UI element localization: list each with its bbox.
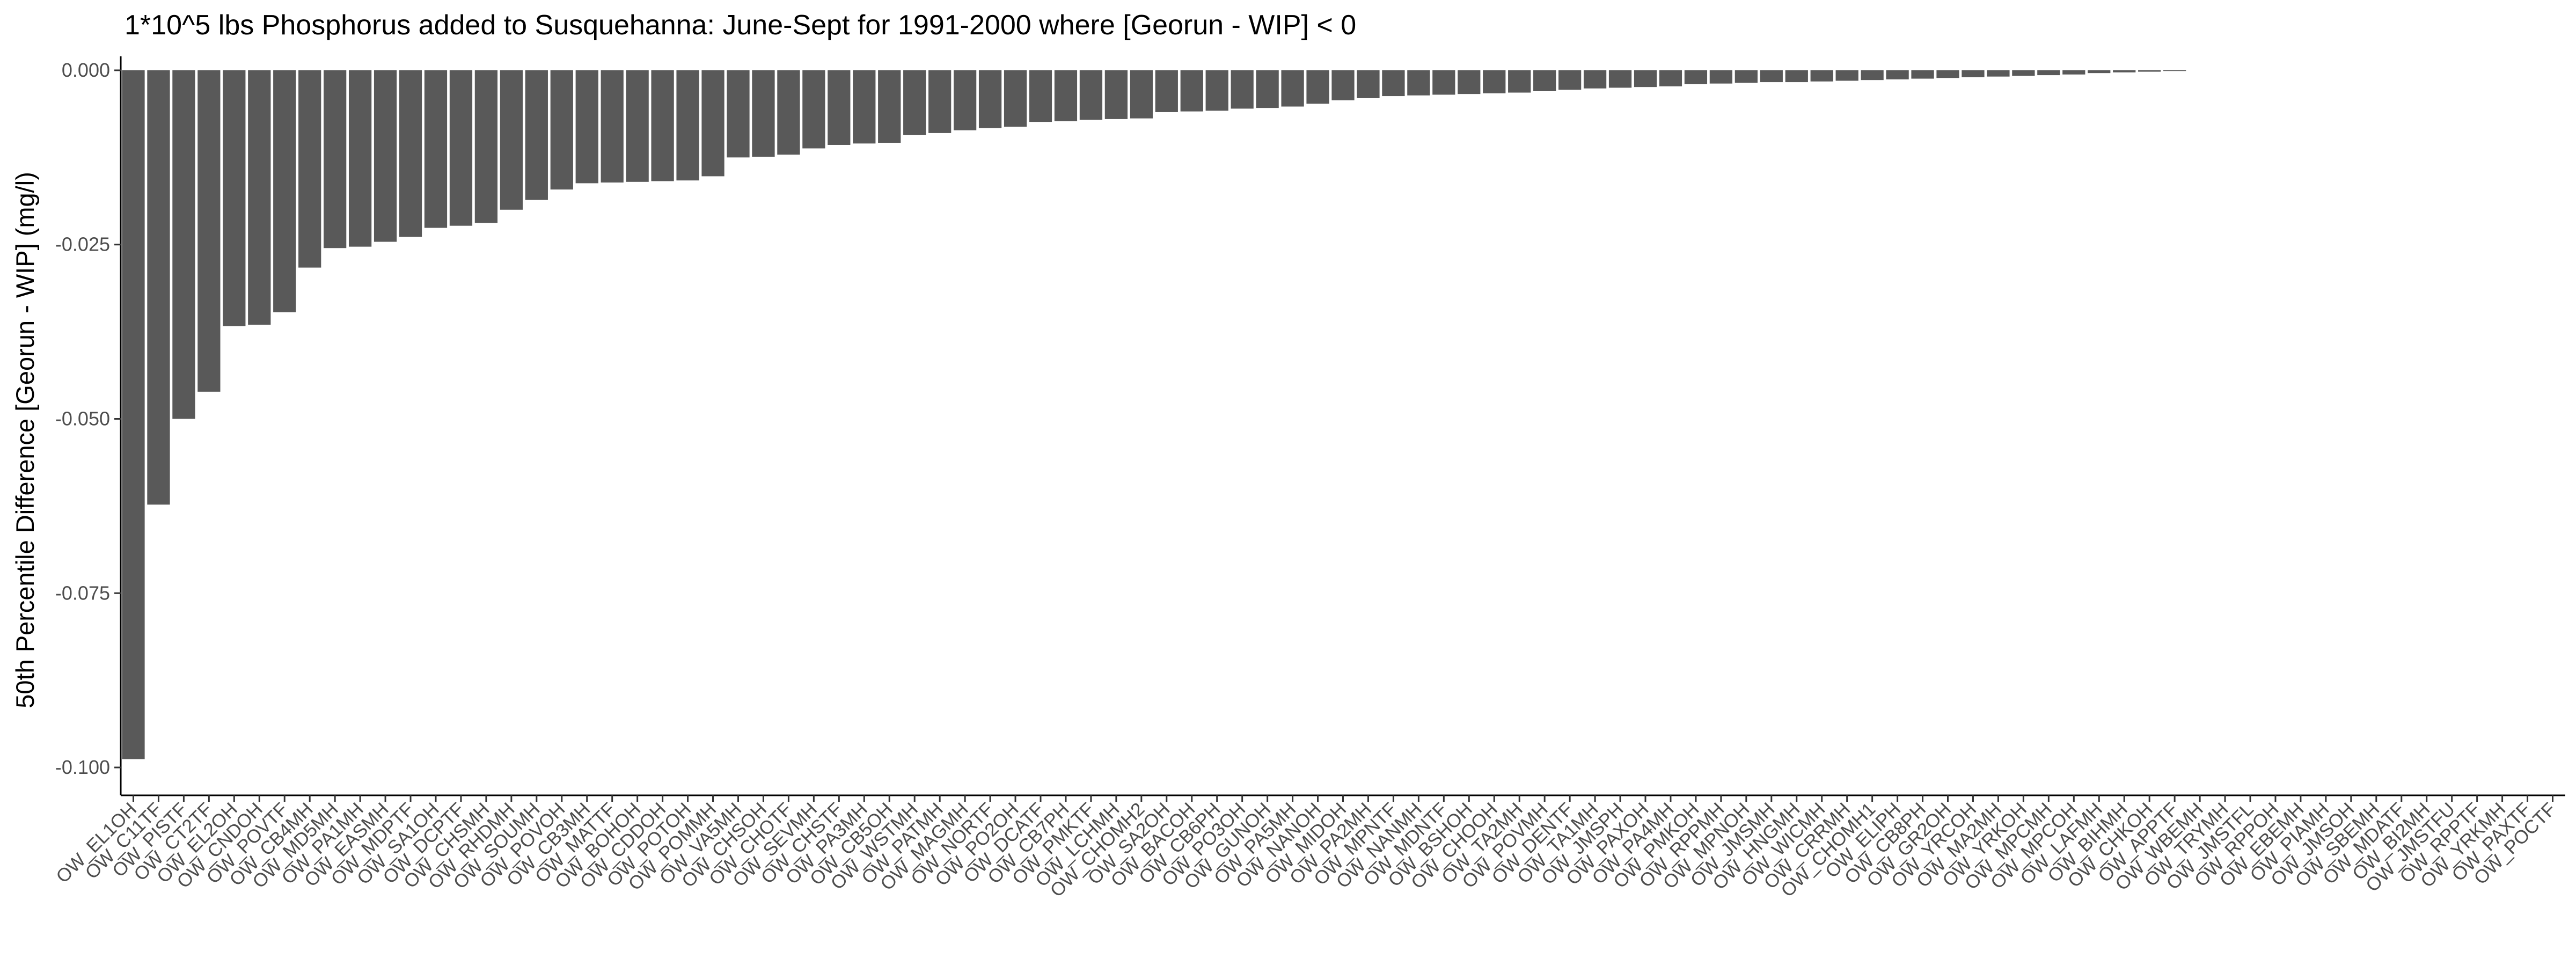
bar-ow-pistf xyxy=(172,70,195,419)
bar-ow-chomh1 xyxy=(1861,70,1884,80)
bar-ow-chooh xyxy=(1483,70,1506,93)
bar-ow-chomh2 xyxy=(1130,70,1153,119)
y-axis-title-group: 50th Percentile Difference [Georun - WIP… xyxy=(11,172,39,708)
bar-ow-sa2oh xyxy=(1155,70,1178,112)
bar-ow-eliph xyxy=(1886,70,1909,79)
bar-ow-gunoh xyxy=(1256,70,1279,108)
bar-ow-nanmh xyxy=(1407,70,1430,96)
bar-ow-pa3mh xyxy=(853,70,876,144)
bar-ow-gr2oh xyxy=(1936,70,1959,78)
bar-ow-dcatf xyxy=(1029,70,1052,122)
bar-ow-md5mh xyxy=(324,70,347,248)
bar-ow-pa1mh xyxy=(348,70,372,247)
bar-ow-el2oh xyxy=(223,70,246,326)
bar-ow-cb5oh xyxy=(878,70,901,143)
bar-ow-mpcoh xyxy=(2062,70,2085,75)
bar-ow-ma2mh xyxy=(1987,70,2010,77)
bar-ow-crrmh xyxy=(1835,70,1858,81)
y-tick-label: -0.050 xyxy=(55,408,110,430)
bar-ow-yrkoh xyxy=(2012,70,2035,76)
bar-ow-yrcoh xyxy=(1962,70,1985,77)
bar-ow-paxoh xyxy=(1634,70,1657,87)
y-tick-label: -0.075 xyxy=(55,582,110,604)
bar-ow-potoh xyxy=(676,70,699,181)
bar-ow-lchmh xyxy=(1104,70,1128,119)
bar-ow-patmh xyxy=(928,70,952,133)
bar-ow-el1oh xyxy=(122,70,145,759)
bar-ow-po2oh xyxy=(1004,70,1027,127)
bar-ow-dentf xyxy=(1558,70,1582,90)
bar-ow-po3oh xyxy=(1231,70,1254,109)
bar-ow-chstf xyxy=(828,70,851,145)
y-axis-title: 50th Percentile Difference [Georun - WIP… xyxy=(11,172,39,708)
bar-ow-va5mh xyxy=(727,70,750,158)
bar-ow-hngmh xyxy=(1785,70,1808,83)
bar-ow-ct2tf xyxy=(197,70,221,392)
bar-ow-chkoh xyxy=(2138,70,2161,72)
bar-ow-jmsph xyxy=(1608,70,1632,88)
bar-ow-cb7ph xyxy=(1054,70,1078,121)
bar-ow-pmkoh xyxy=(1684,70,1708,84)
bar-ow-midoh xyxy=(1331,70,1355,100)
bar-ow-mpcmh xyxy=(2037,70,2060,76)
bar-ow-mpnoh xyxy=(1735,70,1758,83)
bars-group xyxy=(122,70,2186,759)
bar-ow-ta2mh xyxy=(1508,70,1531,93)
bar-ow-c11tf xyxy=(147,70,170,505)
bar-ow-mdntf xyxy=(1432,70,1455,95)
bar-ow-lafmh xyxy=(2088,70,2111,74)
bar-ow-mdptf xyxy=(399,70,422,237)
bar-ow-pa4mh xyxy=(1659,70,1682,86)
bar-ow-bshoh xyxy=(1458,70,1481,94)
bar-ow-cddoh xyxy=(651,70,674,181)
x-axis: OW_EL1OHOW_C11TFOW_PISTFOW_CT2TFOW_EL2OH… xyxy=(52,794,2565,901)
bar-ow-rhdmh xyxy=(500,70,523,210)
bar-ow-povoh xyxy=(550,70,573,190)
bar-ow-bihmh xyxy=(2113,70,2136,72)
bar-ow-pmktf xyxy=(1079,70,1103,120)
bar-ow-cb4mh xyxy=(298,70,321,268)
chart-title: 1*10^5 lbs Phosphorus added to Susquehan… xyxy=(125,10,1356,41)
bar-ow-povtf xyxy=(273,70,296,312)
bar-ow-magmh xyxy=(953,70,977,130)
bar-ow-mattf xyxy=(601,70,624,183)
bar-ow-soumh xyxy=(525,70,548,200)
bar-ow-bohoh xyxy=(626,70,649,182)
bar-ow-easmh xyxy=(374,70,397,242)
bar-ow-nanoh xyxy=(1306,70,1329,104)
bar-ow-rppmh xyxy=(1709,70,1733,84)
y-tick-label: 0.000 xyxy=(62,59,110,81)
bar-ow-apptf xyxy=(2163,70,2186,71)
bar-ow-bacoh xyxy=(1180,70,1203,112)
bar-ow-ta1mh xyxy=(1583,70,1607,89)
bar-ow-wicmh xyxy=(1810,70,1833,82)
y-tick-label: -0.025 xyxy=(55,233,110,255)
bar-ow-wstmh xyxy=(903,70,926,135)
bar-ow-pa2mh xyxy=(1357,70,1380,98)
bar-ow-cndoh xyxy=(248,70,271,325)
y-tick-label: -0.100 xyxy=(55,756,110,778)
bar-ow-cb8ph xyxy=(1911,70,1934,79)
bar-ow-chsmh xyxy=(474,70,498,223)
bar-ow-nortf xyxy=(978,70,1002,128)
bar-ow-dcptf xyxy=(449,70,473,226)
bar-ow-pommh xyxy=(701,70,724,177)
bar-ow-chsoh xyxy=(752,70,775,157)
bar-ow-chotf xyxy=(777,70,800,155)
bar-ow-jmsmh xyxy=(1760,70,1783,83)
bar-ow-cb3mh xyxy=(575,70,598,184)
bar-ow-povmh xyxy=(1533,70,1556,91)
bar-ow-sevmh xyxy=(802,70,825,149)
y-axis: 0.000 -0.025 -0.050 -0.075 -0.100 xyxy=(55,56,122,795)
bar-ow-cb6ph xyxy=(1205,70,1228,111)
bar-ow-mpntf xyxy=(1382,70,1405,97)
bar-ow-pa5mh xyxy=(1281,70,1304,107)
bar-ow-sa1oh xyxy=(424,70,448,228)
